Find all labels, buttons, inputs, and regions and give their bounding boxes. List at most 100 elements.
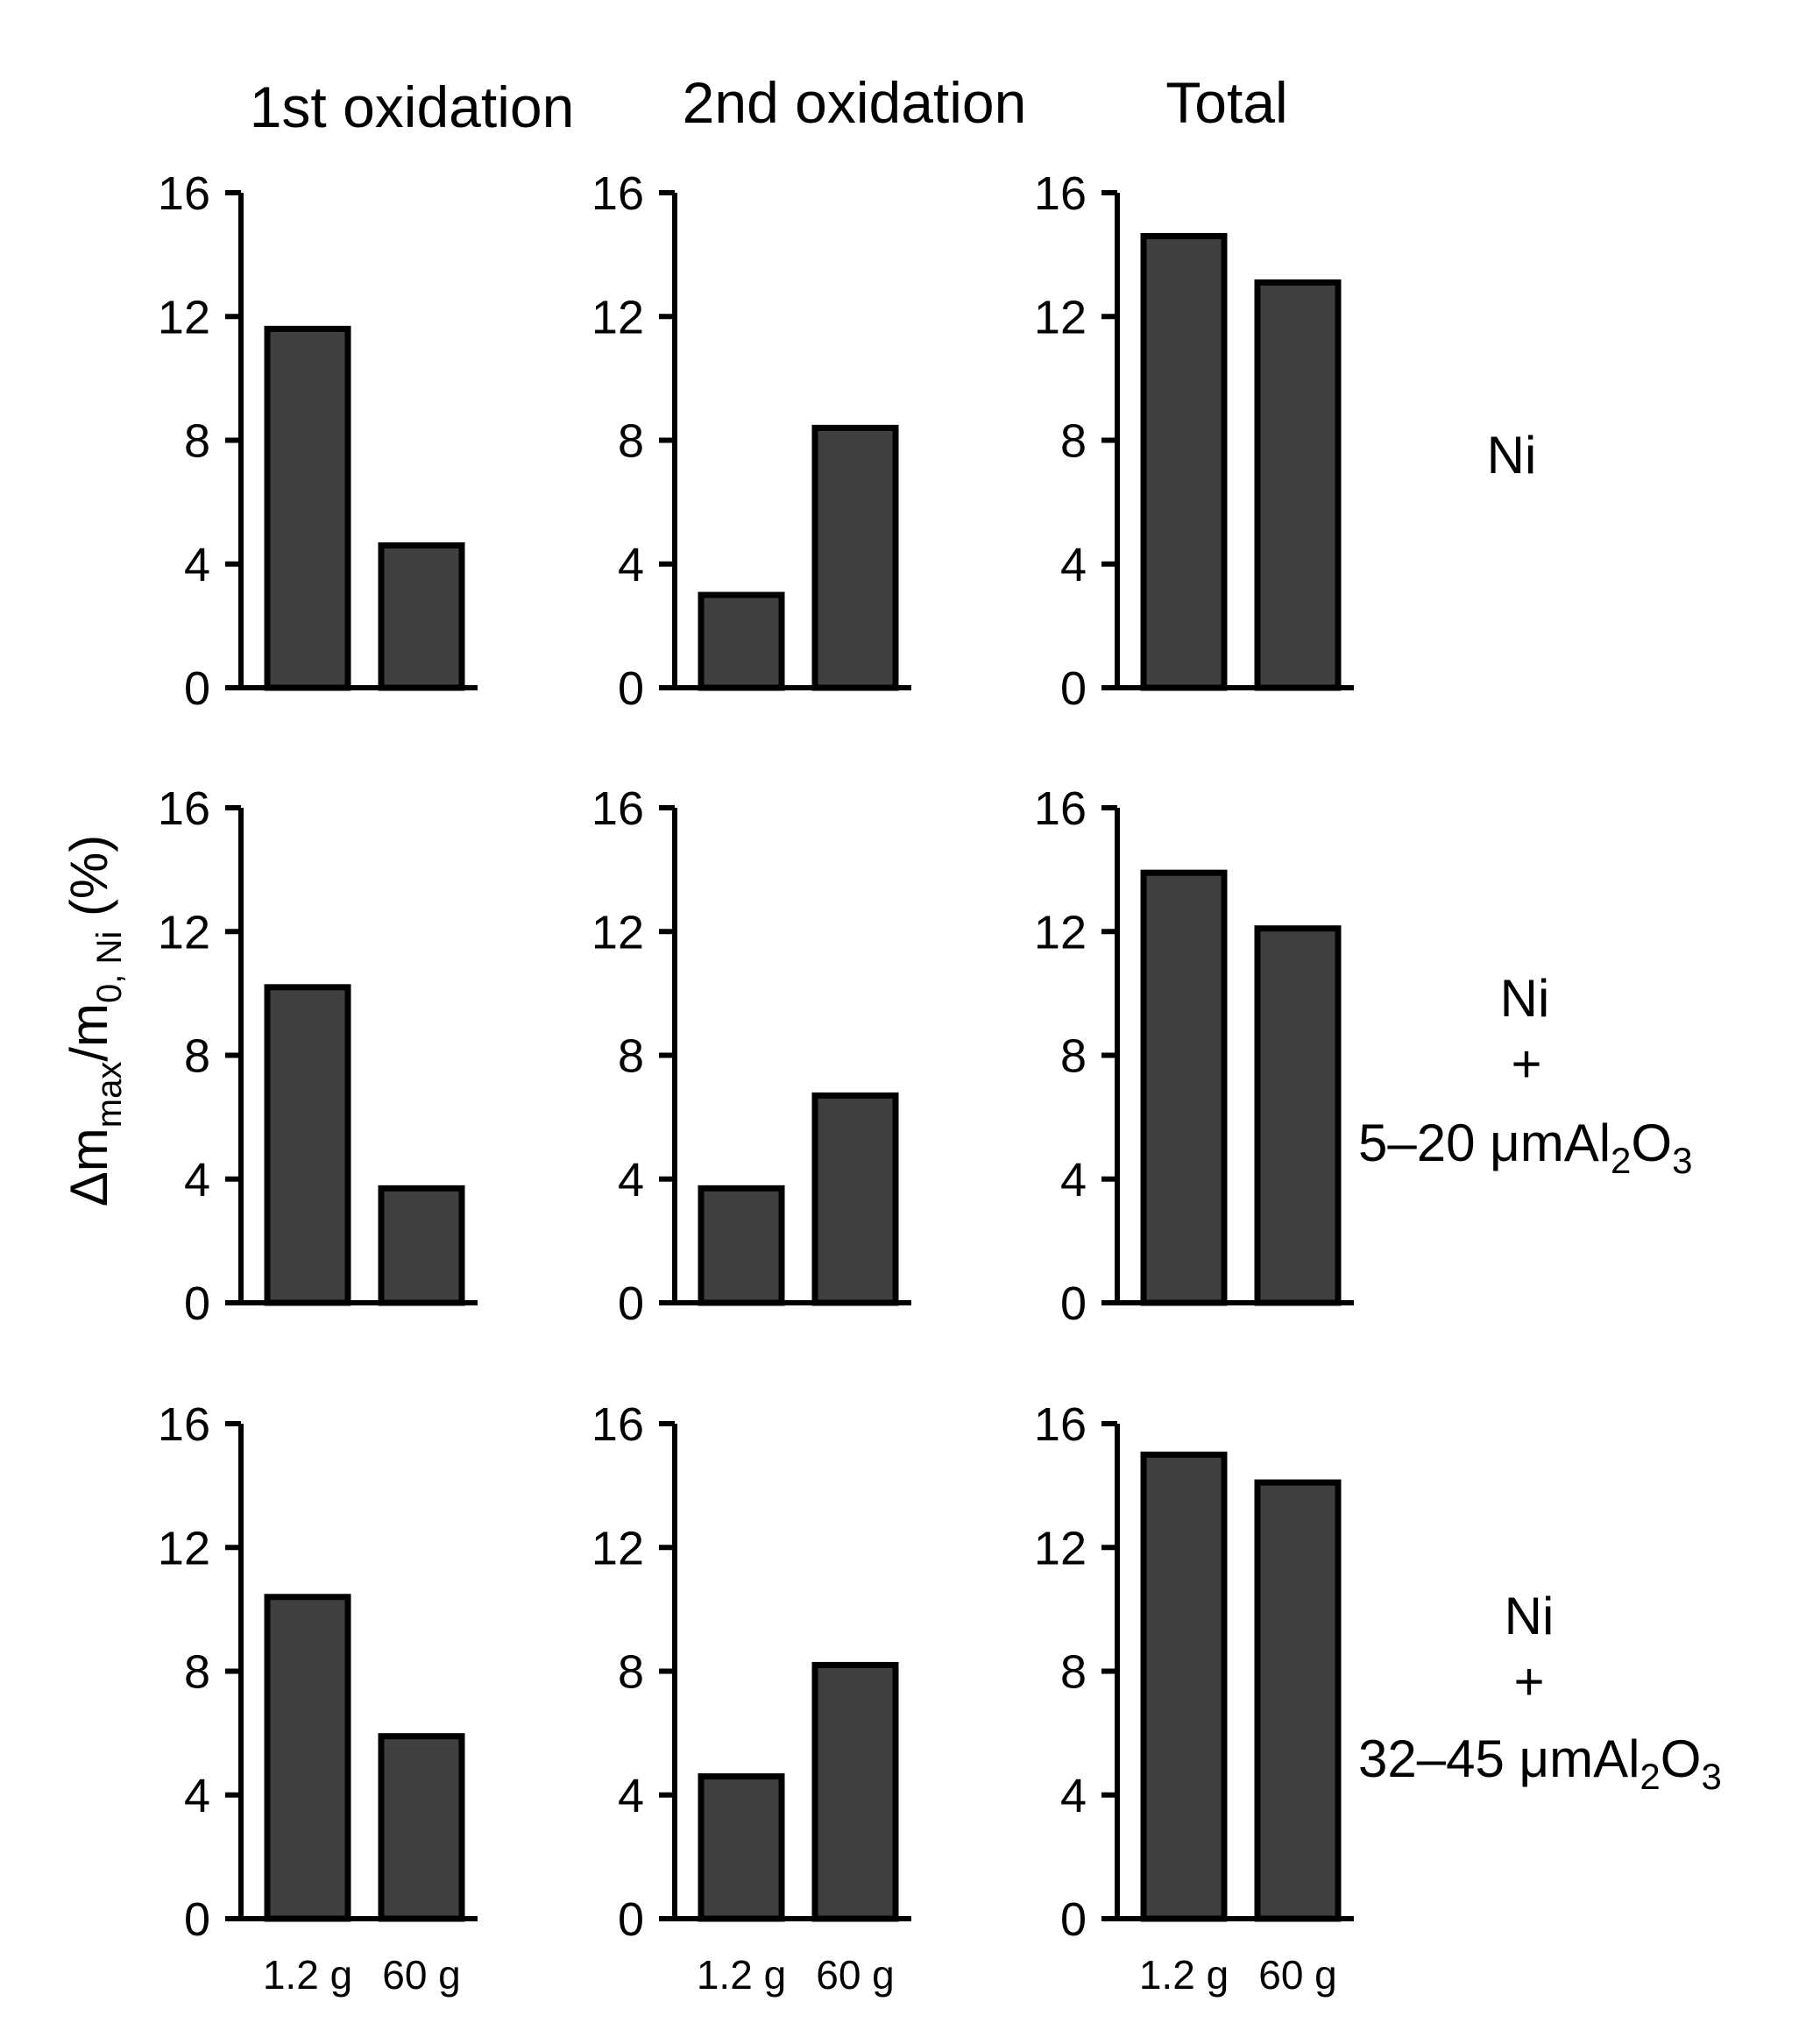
x-category-label: 1.2 g <box>697 1952 786 1998</box>
bar-1-2-g <box>1140 1451 1228 1922</box>
bar-60-g <box>378 1185 465 1306</box>
x-category-label: 1.2 g <box>263 1952 352 1998</box>
y-tick-label: 0 <box>618 1893 644 1946</box>
y-tick-label: 4 <box>618 1154 644 1206</box>
y-tick-label: 0 <box>184 1277 210 1330</box>
panel-r2-c1: 0 4 8 12 16 <box>158 782 478 1330</box>
y-axis-label-slash: /m <box>60 1003 118 1062</box>
y-tick-label: 0 <box>1060 1277 1087 1330</box>
panel-r3-c1: 0 4 8 12 16 1.2 g 60 g <box>158 1398 478 1998</box>
panel-r1-c2: 0 4 8 12 16 <box>591 167 911 715</box>
y-tick-label: 16 <box>1034 782 1087 835</box>
y-tick-label: 0 <box>618 1277 644 1330</box>
bar-60-g <box>811 424 899 691</box>
y-tick-label: 16 <box>591 167 644 220</box>
panel-r3-c2: 0 4 8 12 16 1.2 g 60 g <box>591 1398 911 1998</box>
bar-1-2-g <box>264 984 351 1306</box>
bar-60-g <box>378 1733 465 1922</box>
alumina-5-20-sub3: 3 <box>1672 1140 1692 1181</box>
y-tick-label: 12 <box>158 906 210 958</box>
alumina-5-20-o: O <box>1631 1114 1672 1172</box>
panel-r2-c3: 0 4 8 12 16 <box>1034 782 1354 1330</box>
y-tick-label: 12 <box>591 1522 644 1574</box>
y-tick-label: 4 <box>1060 1154 1087 1206</box>
y-tick-label: 12 <box>1034 906 1087 958</box>
y-tick-label: 12 <box>1034 291 1087 343</box>
row-label-alumina-5-20: 5–20 μmAl2O3 <box>1358 1114 1692 1181</box>
x-category-label: 1.2 g <box>1139 1952 1229 1998</box>
y-tick-label: 8 <box>184 415 210 468</box>
bar-60-g <box>1254 925 1342 1306</box>
bar-60-g <box>1254 1479 1342 1922</box>
y-tick-label: 12 <box>158 1522 210 1574</box>
y-tick-label: 8 <box>1060 415 1087 468</box>
y-axis-label: Δmmax/m0, Ni (%) <box>60 835 129 1207</box>
bar-1-2-g <box>698 591 785 691</box>
y-tick-label: 4 <box>184 539 210 591</box>
panel-r1-c1: 0 4 8 12 16 <box>158 167 478 715</box>
y-tick-label: 4 <box>1060 539 1087 591</box>
y-tick-label: 0 <box>1060 662 1087 715</box>
y-tick-label: 16 <box>1034 1398 1087 1451</box>
x-category-label: 60 g <box>816 1952 895 1998</box>
row-label-plus-2: + <box>1511 1035 1541 1093</box>
alumina-32-45-sub2: 2 <box>1640 1756 1660 1797</box>
y-tick-label: 16 <box>158 167 210 220</box>
row-label-alumina-32-45: 32–45 μmAl2O3 <box>1358 1729 1722 1797</box>
y-tick-label: 12 <box>591 906 644 958</box>
y-tick-label: 16 <box>158 1398 210 1451</box>
y-tick-label: 0 <box>184 1893 210 1946</box>
y-tick-label: 16 <box>1034 167 1087 220</box>
bar-60-g <box>811 1092 899 1306</box>
y-tick-label: 0 <box>1060 1893 1087 1946</box>
row-label-ni: Ni <box>1487 426 1537 484</box>
bar-60-g <box>811 1661 899 1922</box>
y-tick-label: 8 <box>1060 1030 1087 1083</box>
column-title-total: Total <box>1165 70 1287 135</box>
y-tick-label: 12 <box>1034 1522 1087 1574</box>
y-tick-label: 12 <box>158 291 210 343</box>
x-category-label: 60 g <box>382 1952 461 1998</box>
x-category-label: 60 g <box>1258 1952 1337 1998</box>
y-axis-label-sub-max: max <box>90 1062 129 1128</box>
panels: 0 4 8 12 16 0 4 8 12 16 0 4 8 12 16 0 4 8 12 16 0 4 8 12 16 0 4 8 12… <box>158 167 1354 1998</box>
y-tick-label: 8 <box>184 1646 210 1699</box>
bar-60-g <box>1254 279 1342 691</box>
alumina-5-20-sub2: 2 <box>1611 1140 1631 1181</box>
bar-60-g <box>378 542 465 691</box>
y-tick-label: 16 <box>158 782 210 835</box>
panel-r1-c3: 0 4 8 12 16 <box>1034 167 1354 715</box>
y-tick-label: 8 <box>1060 1646 1087 1699</box>
y-tick-label: 16 <box>591 1398 644 1451</box>
y-tick-label: 12 <box>591 291 644 343</box>
bar-1-2-g <box>1140 869 1228 1306</box>
y-axis-label-delta: Δm <box>60 1128 118 1206</box>
bar-1-2-g <box>698 1773 785 1922</box>
bar-1-2-g <box>1140 232 1228 691</box>
alumina-32-45-o: O <box>1661 1729 1702 1788</box>
bar-1-2-g <box>264 325 351 691</box>
y-axis-label-sub-ni: 0, Ni <box>90 931 129 1003</box>
panel-r2-c2: 0 4 8 12 16 <box>591 782 911 1330</box>
y-tick-label: 4 <box>618 1770 644 1822</box>
y-tick-label: 4 <box>184 1770 210 1822</box>
alumina-32-45-text: 32–45 μmAl <box>1358 1729 1640 1788</box>
y-tick-label: 0 <box>184 662 210 715</box>
alumina-32-45-sub3: 3 <box>1701 1756 1721 1797</box>
y-tick-label: 4 <box>1060 1770 1087 1822</box>
y-axis-label-unit: (%) <box>60 835 118 931</box>
y-tick-label: 8 <box>184 1030 210 1083</box>
y-tick-label: 8 <box>618 1030 644 1083</box>
panel-r3-c3: 0 4 8 12 16 1.2 g 60 g <box>1034 1398 1354 1998</box>
y-tick-label: 4 <box>618 539 644 591</box>
column-title-1st-oxidation: 1st oxidation <box>250 74 575 139</box>
bar-1-2-g <box>698 1185 785 1306</box>
column-title-2nd-oxidation: 2nd oxidation <box>683 70 1027 135</box>
row-label-plus-3: + <box>1513 1652 1544 1711</box>
alumina-5-20-text: 5–20 μmAl <box>1358 1114 1611 1172</box>
row-label-ni-3: Ni <box>1505 1587 1555 1645</box>
y-tick-label: 16 <box>591 782 644 835</box>
bar-1-2-g <box>264 1594 351 1922</box>
y-tick-label: 8 <box>618 415 644 468</box>
